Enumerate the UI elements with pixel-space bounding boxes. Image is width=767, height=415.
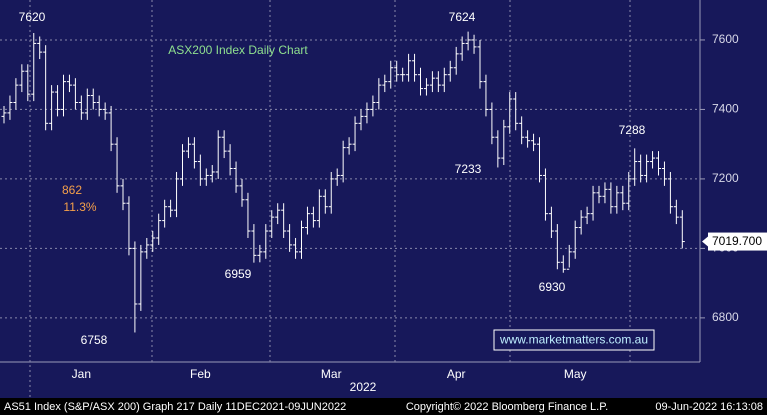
annotation: 7620 [19,10,46,24]
x-axis-year: 2022 [350,380,377,394]
source-url: www.marketmatters.com.au [499,333,648,347]
last-price-pointer [702,236,708,247]
annotation: 7624 [449,10,476,24]
footer-background [0,398,767,415]
annotation: 7288 [619,123,646,137]
last-price-box [708,232,767,251]
chart-title: ASX200 Index Daily Chart [168,43,308,57]
x-tick-label: Jan [72,367,91,381]
footer-center: Copyright© 2022 Bloomberg Finance L.P. [406,401,608,413]
annotation: 6930 [539,280,566,294]
x-tick-label: Apr [447,367,466,381]
x-tick-label: May [564,367,587,381]
footer-right: 09-Jun-2022 16:13:08 [655,401,763,413]
annotation: 11.3% [63,200,96,214]
last-price-label: 7019.700 [712,234,762,248]
x-tick-label: Mar [321,367,342,381]
x-tick-label: Feb [190,367,211,381]
ohlc-bars [1,31,685,333]
annotation: 862 [62,183,82,197]
annotation: 7233 [455,162,482,176]
annotation: 6758 [81,333,108,347]
y-tick-label: 7400 [712,102,739,116]
source-box [493,329,655,351]
footer-left: AS51 Index (S&P/ASX 200) Graph 217 Daily… [4,401,346,413]
y-tick-label: 6800 [712,310,739,324]
y-tick-label: 7600 [712,32,739,46]
y-tick-label: 7200 [712,171,739,185]
annotation: 6959 [225,267,252,281]
month-separators [29,0,631,398]
